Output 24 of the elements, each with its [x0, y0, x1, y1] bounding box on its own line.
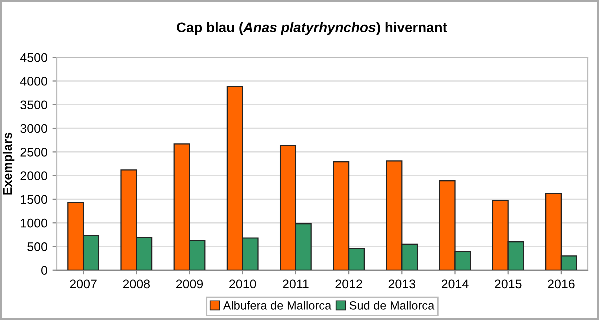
legend-label: Sud de Mallorca [350, 301, 435, 310]
x-tick-label: 2014 [442, 280, 469, 289]
y-tick-label: 2500 [20, 148, 48, 157]
legend-label: Albufera de Mallorca [223, 301, 332, 310]
x-tick-label: 2013 [388, 280, 416, 289]
y-tick-label: 500 [28, 242, 48, 252]
y-tick-label: 0 [42, 266, 48, 276]
y-tick-label: 3000 [20, 124, 48, 134]
y-tick-label: 4500 [20, 53, 48, 62]
chart-title: Cap blau (Anas platyrhynchos) hivernant [177, 22, 448, 36]
x-tick-label: 2011 [283, 280, 309, 289]
y-axis-title: Exemplars [2, 132, 15, 195]
y-tick-label: 3500 [20, 100, 48, 110]
x-tick-label: 2008 [123, 280, 150, 289]
x-tick-label: 2007 [70, 280, 97, 289]
y-tick-label: 1000 [21, 218, 48, 228]
y-tick-label: 4000 [20, 77, 48, 86]
x-tick-label: 2016 [548, 280, 575, 289]
x-tick-label: 2009 [176, 280, 204, 289]
x-tick-label: 2012 [336, 280, 362, 289]
x-tick-label: 2010 [230, 280, 256, 289]
x-tick-label: 2015 [495, 280, 522, 289]
y-tick-label: 1500 [21, 195, 48, 204]
y-tick-label: 2000 [20, 172, 48, 180]
